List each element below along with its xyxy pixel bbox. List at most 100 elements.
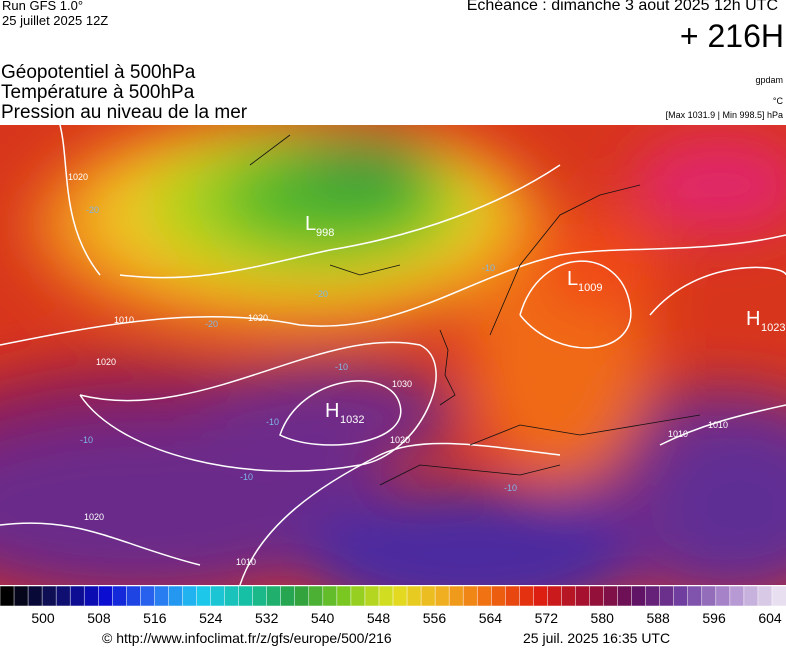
isobar-label: 1010 xyxy=(668,429,688,439)
isobar-label: 1020 xyxy=(84,512,104,522)
colorbar-swatch xyxy=(561,586,577,606)
colorbar-swatch xyxy=(112,586,128,606)
source-url: © http://www.infoclimat.fr/z/gfs/europe/… xyxy=(102,630,392,646)
colorbar-swatch xyxy=(589,586,605,606)
colorbar-swatch xyxy=(476,586,493,606)
colorbar-swatch xyxy=(378,586,394,606)
colorbar-swatch xyxy=(491,586,507,606)
temperature-label: -10 xyxy=(80,435,93,445)
run: Run GFS 1.0° xyxy=(2,0,84,13)
colorbar-swatch xyxy=(69,586,85,606)
unit: [Max 1031.9 | Min 998.5] hPa xyxy=(665,110,783,120)
colorbar-swatch xyxy=(98,586,114,606)
temperature-label: -10 xyxy=(482,263,495,273)
colorbar-swatch xyxy=(252,586,268,606)
colorbar-swatch xyxy=(420,586,436,606)
isobar-label: 1010 xyxy=(236,557,256,567)
colorbar-swatch xyxy=(645,586,661,606)
colorbar-swatch xyxy=(547,586,563,606)
colorbar-swatch xyxy=(533,586,549,606)
center-value: 1023 xyxy=(761,322,785,334)
colorbar-swatch xyxy=(673,586,689,606)
colorbar-label: 572 xyxy=(534,610,558,626)
colorbar-label: 532 xyxy=(255,610,279,626)
colorbar-swatch xyxy=(448,586,464,606)
valid-time: Echéance : dimanche 3 aout 2025 12h UTC xyxy=(466,0,778,14)
colorbar-swatch xyxy=(659,586,675,606)
isobar-label: 1010 xyxy=(114,315,134,325)
colorbar-swatch xyxy=(322,586,338,606)
colorbar-swatch xyxy=(41,586,57,606)
colorbar-swatch xyxy=(771,586,786,606)
colorbar-swatch xyxy=(406,586,422,606)
colorbar-swatch xyxy=(126,586,142,606)
temperature-label: -10 xyxy=(335,362,348,372)
colorbar-swatch xyxy=(715,586,731,606)
colorbar-swatch xyxy=(701,586,717,606)
colorbar-swatch xyxy=(210,586,226,606)
layer: Pression au niveau de la mer xyxy=(1,102,248,123)
isobar-label: 1020 xyxy=(68,172,88,182)
center-value: 998 xyxy=(316,227,334,239)
unit: °C xyxy=(772,96,783,106)
colorbar-label: 524 xyxy=(199,610,223,626)
colorbar-swatch xyxy=(238,586,254,606)
unit: gpdam xyxy=(755,75,783,85)
colorbar-swatch xyxy=(154,586,170,606)
temperature-label: -20 xyxy=(315,289,328,299)
isobar-label: 1020 xyxy=(248,313,268,323)
colorbar-swatch xyxy=(168,586,184,606)
center-value: 1009 xyxy=(578,282,602,294)
colorbar-swatch xyxy=(83,586,100,606)
colorbar-swatch xyxy=(266,586,282,606)
colorbar-swatch xyxy=(0,586,15,606)
colorbar-label: 508 xyxy=(87,610,111,626)
colorbar-swatch xyxy=(462,586,478,606)
isobar-label: 1020 xyxy=(390,435,410,445)
colorbar-swatch xyxy=(224,586,240,606)
colorbar-swatch xyxy=(603,586,619,606)
colorbar-label: 564 xyxy=(478,610,503,626)
colorbar-swatch xyxy=(308,586,324,606)
colorbar-label: 548 xyxy=(366,610,391,626)
colorbar-label: 588 xyxy=(646,610,670,626)
colorbar-swatch xyxy=(519,586,535,606)
lead-time: + 216H xyxy=(679,18,784,54)
layer: Température à 500hPa xyxy=(1,82,195,103)
colorbar-label: 604 xyxy=(758,610,782,626)
colorbar-swatch xyxy=(729,586,745,606)
colorbar-label: 596 xyxy=(702,610,726,626)
colorbar-swatch xyxy=(364,586,380,606)
colorbar-label: 516 xyxy=(143,610,167,626)
colorbar-swatch xyxy=(743,586,759,606)
center-kind: H xyxy=(325,400,339,422)
colorbar-swatch xyxy=(687,586,703,606)
colorbar-swatch xyxy=(336,586,352,606)
isobar-label: 1020 xyxy=(96,357,116,367)
center-kind: L xyxy=(305,213,316,235)
colorbar-swatch xyxy=(631,586,647,606)
colorbar-swatch xyxy=(575,586,591,606)
temperature-label: -20 xyxy=(205,319,218,329)
colorbar-swatch xyxy=(196,586,212,606)
isobar-label: 1030 xyxy=(392,379,412,389)
colorbar-swatch xyxy=(280,586,296,606)
temperature-label: -10 xyxy=(266,417,279,427)
colorbar-swatch xyxy=(392,586,408,606)
isobar-label: 1010 xyxy=(708,420,728,430)
colorbar-swatch xyxy=(13,586,29,606)
colorbar-swatch xyxy=(182,586,198,606)
center-kind: H xyxy=(746,308,760,330)
layer: Géopotentiel à 500hPa xyxy=(1,62,196,83)
temperature-label: -10 xyxy=(240,472,253,482)
colorbar-swatch xyxy=(350,586,366,606)
colorbar-label: 540 xyxy=(310,610,335,626)
colorbar-swatch xyxy=(55,586,71,606)
center-kind: L xyxy=(567,268,578,290)
colorbar-label: 500 xyxy=(31,610,55,626)
colorbar-swatch xyxy=(505,586,521,606)
colorbar xyxy=(0,586,786,606)
temperature-label: -10 xyxy=(504,483,517,493)
